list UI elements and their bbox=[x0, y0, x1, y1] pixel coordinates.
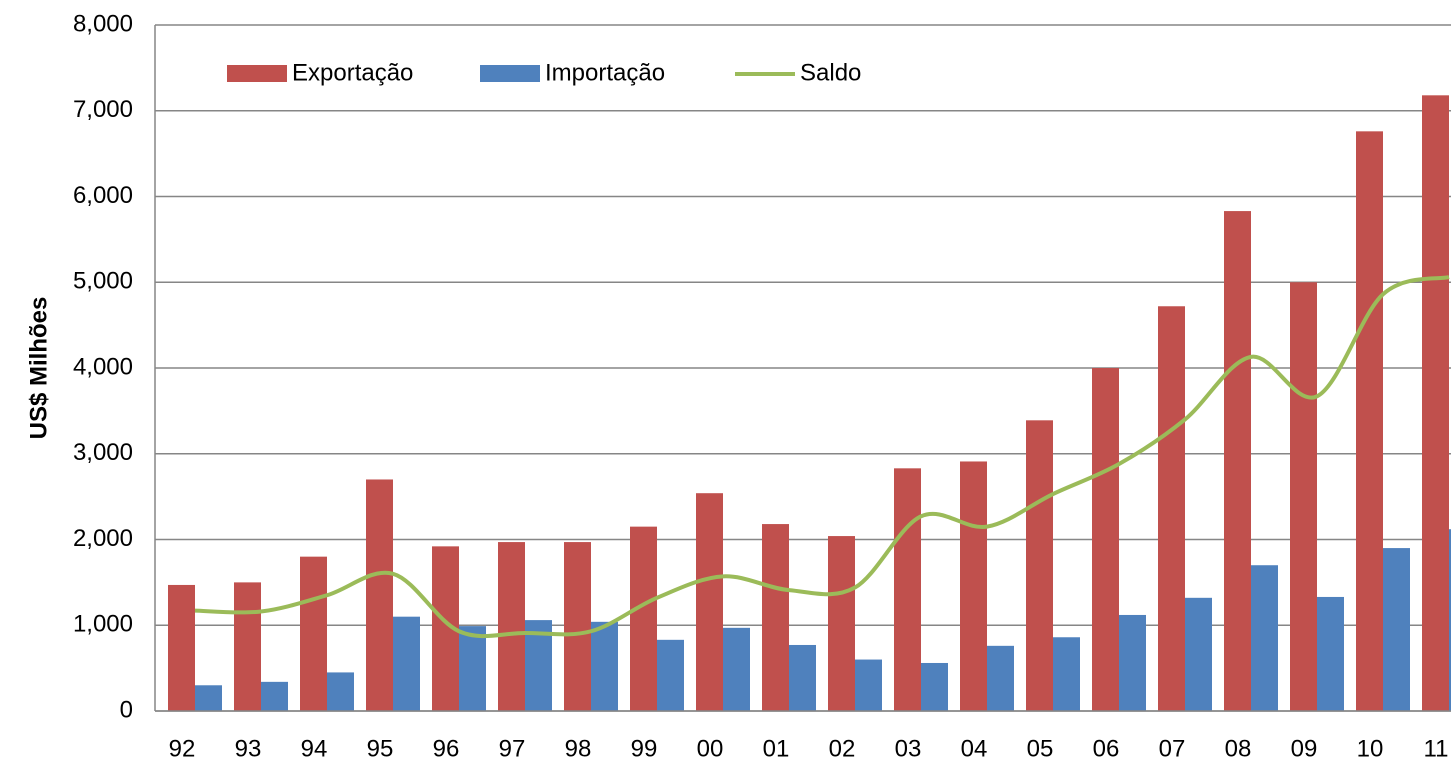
y-tick-label: 3,000 bbox=[73, 439, 133, 466]
x-tick-label: 93 bbox=[235, 735, 262, 762]
bar bbox=[828, 536, 855, 711]
y-tick-label: 8,000 bbox=[73, 10, 133, 37]
bar bbox=[195, 685, 222, 711]
y-tick-label: 0 bbox=[120, 696, 133, 723]
bar bbox=[960, 461, 987, 711]
x-tick-label: 11 bbox=[1424, 735, 1449, 762]
bar bbox=[1290, 282, 1317, 711]
bar bbox=[1158, 306, 1185, 711]
bar bbox=[1092, 368, 1119, 711]
x-tick-label: 96 bbox=[433, 735, 460, 762]
x-tick-label: 04 bbox=[961, 735, 988, 762]
x-tick-label: 08 bbox=[1225, 735, 1252, 762]
bar bbox=[1053, 637, 1080, 711]
bar bbox=[1449, 529, 1451, 711]
bar bbox=[762, 524, 789, 711]
x-tick-label: 06 bbox=[1093, 735, 1120, 762]
bar bbox=[168, 584, 195, 711]
y-tick-label: 6,000 bbox=[73, 182, 133, 209]
bar bbox=[921, 662, 948, 711]
x-tick-label: 09 bbox=[1291, 735, 1318, 762]
x-tick-label: 97 bbox=[499, 735, 526, 762]
line bbox=[194, 275, 1450, 639]
bar bbox=[987, 645, 1014, 711]
bar bbox=[366, 479, 393, 711]
bar bbox=[1251, 565, 1278, 711]
x-tick-label: 94 bbox=[301, 735, 328, 762]
legend-swatch bbox=[227, 65, 287, 82]
legend-label: Importação bbox=[545, 59, 665, 86]
bar bbox=[657, 639, 684, 711]
legend-label: Saldo bbox=[800, 59, 861, 86]
bar bbox=[261, 681, 288, 711]
bar bbox=[1383, 548, 1410, 711]
bar bbox=[564, 542, 591, 711]
legend-swatch bbox=[480, 65, 540, 82]
bar bbox=[789, 644, 816, 711]
bar bbox=[1185, 597, 1212, 711]
x-tick-label: 92 bbox=[169, 735, 196, 762]
x-tick-label: 01 bbox=[763, 735, 790, 762]
legend-label: Exportação bbox=[292, 59, 413, 86]
x-tick-label: 02 bbox=[829, 735, 856, 762]
x-tick-label: 00 bbox=[697, 735, 724, 762]
x-tick-label: 10 bbox=[1357, 735, 1384, 762]
bar bbox=[459, 626, 486, 711]
bar bbox=[1119, 614, 1146, 711]
x-tick-label: 99 bbox=[631, 735, 658, 762]
x-tick-label: 03 bbox=[895, 735, 922, 762]
bar bbox=[1026, 420, 1053, 711]
bar bbox=[327, 672, 354, 711]
bar bbox=[498, 542, 525, 711]
y-tick-label: 7,000 bbox=[73, 96, 133, 123]
y-tick-label: 1,000 bbox=[73, 611, 133, 638]
bar bbox=[1224, 211, 1251, 711]
bar bbox=[300, 556, 327, 711]
bar bbox=[855, 659, 882, 711]
bar bbox=[1317, 596, 1344, 711]
x-tick-label: 05 bbox=[1027, 735, 1054, 762]
bar bbox=[1422, 95, 1449, 711]
x-tick-label: 98 bbox=[565, 735, 592, 762]
bar bbox=[723, 627, 750, 711]
y-tick-label: 4,000 bbox=[73, 353, 133, 380]
bar bbox=[393, 616, 420, 711]
bar bbox=[234, 582, 261, 711]
x-tick-label: 95 bbox=[367, 735, 394, 762]
y-tick-label: 5,000 bbox=[73, 268, 133, 295]
x-tick-label: 07 bbox=[1159, 735, 1186, 762]
bar bbox=[1356, 131, 1383, 711]
y-axis-label: US$ Milhões bbox=[25, 297, 52, 440]
bar bbox=[894, 468, 921, 711]
y-tick-label: 2,000 bbox=[73, 525, 133, 552]
bar bbox=[591, 621, 618, 711]
bar bbox=[696, 493, 723, 711]
bar bbox=[630, 526, 657, 711]
